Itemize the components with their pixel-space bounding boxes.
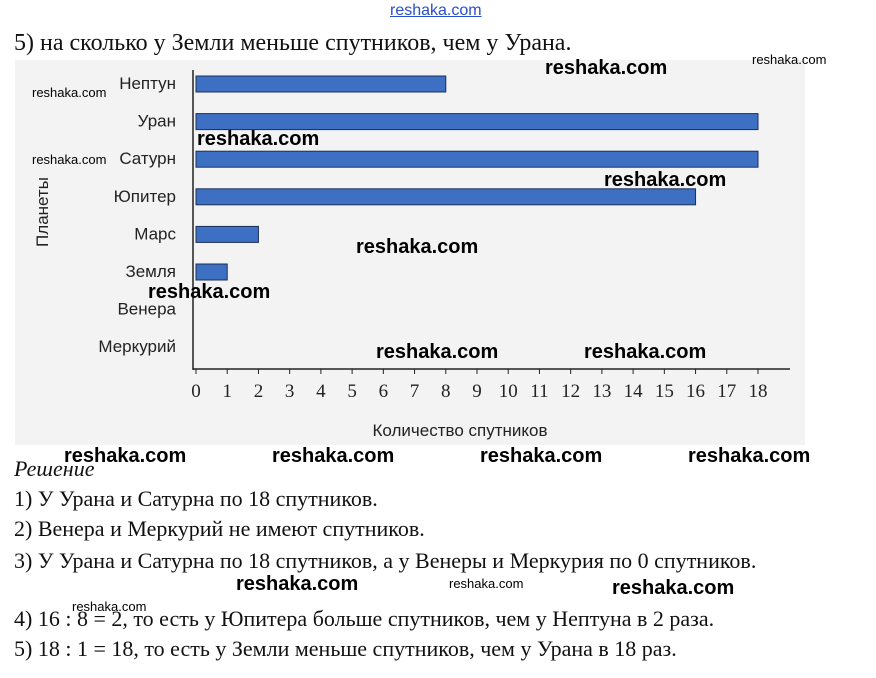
x-tick-label: 1	[222, 381, 232, 402]
watermark: reshaka.com	[356, 236, 479, 258]
y-tick-label: Венера	[117, 300, 176, 319]
x-tick-label: 10	[499, 381, 518, 402]
bar	[195, 263, 228, 281]
watermark: reshaka.com	[148, 281, 271, 303]
task: 5) на сколько у Земли меньше спутников, …	[14, 30, 572, 56]
y-tick-label: Уран	[138, 112, 176, 131]
watermark: reshaka.com	[390, 2, 482, 19]
x-tick-label: 16	[686, 381, 705, 402]
x-tick-label: 11	[530, 381, 548, 402]
watermark: reshaka.com	[480, 445, 603, 467]
solution-line: 4) 16 : 8 = 2, то есть у Юпитера больше …	[14, 606, 715, 631]
watermark: reshaka.com	[449, 576, 524, 591]
x-tick-label: 13	[592, 381, 611, 402]
watermark: reshaka.com	[72, 599, 147, 614]
x-tick-label: 17	[717, 381, 736, 402]
bar	[195, 75, 447, 93]
solution-title: Решение	[14, 456, 95, 481]
x-tick-label: 5	[347, 381, 357, 402]
x-tick-label: 18	[749, 381, 768, 402]
x-tick-label: 4	[316, 381, 326, 402]
y-tick-label: Марс	[134, 224, 176, 243]
watermark: reshaka.com	[612, 577, 735, 599]
watermark: reshaka.com	[197, 128, 320, 150]
bar	[195, 188, 697, 206]
watermark: reshaka.com	[64, 445, 187, 467]
watermark: reshaka.com	[584, 341, 707, 363]
solution-line: 1) У Урана и Сатурна по 18 спутников.	[14, 486, 378, 511]
watermark: reshaka.com	[604, 169, 727, 191]
x-tick-label: 8	[441, 381, 451, 402]
x-tick-label: 14	[624, 381, 644, 402]
watermark: reshaka.com	[32, 152, 107, 167]
x-tick-label: 15	[655, 381, 674, 402]
watermark: reshaka.com	[32, 85, 107, 100]
x-tick-label: 12	[561, 381, 580, 402]
solution-line: 5) 18 : 1 = 18, то есть у Земли меньше с…	[14, 636, 677, 661]
x-tick-label: 9	[472, 381, 482, 402]
watermark: reshaka.com	[236, 573, 359, 595]
x-tick-label: 7	[410, 381, 420, 402]
x-tick-label: 2	[254, 381, 264, 402]
y-axis-label: Планеты	[33, 177, 52, 247]
x-tick-label: 3	[285, 381, 295, 402]
watermark: reshaka.com	[688, 445, 811, 467]
bar	[195, 113, 759, 131]
y-tick-label: Юпитер	[114, 187, 176, 206]
bar	[195, 225, 259, 243]
y-tick-label: Меркурий	[98, 337, 176, 356]
y-tick-label: Земля	[125, 262, 176, 281]
solution-line: 2) Венера и Меркурий не имеют спутников.	[14, 516, 425, 541]
x-axis-label: Количество спутников	[372, 421, 547, 440]
watermark: reshaka.com	[752, 52, 827, 67]
solution-line: 3) У Урана и Сатурна по 18 спутников, а …	[14, 548, 757, 573]
y-tick-label: Сатурн	[119, 149, 176, 168]
bar	[195, 150, 759, 168]
watermark: reshaka.com	[272, 445, 395, 467]
x-tick-label: 6	[379, 381, 389, 402]
x-tick-label: 0	[191, 381, 201, 402]
watermark: reshaka.com	[376, 341, 499, 363]
watermark: reshaka.com	[545, 57, 668, 79]
y-tick-label: Нептун	[119, 74, 176, 93]
